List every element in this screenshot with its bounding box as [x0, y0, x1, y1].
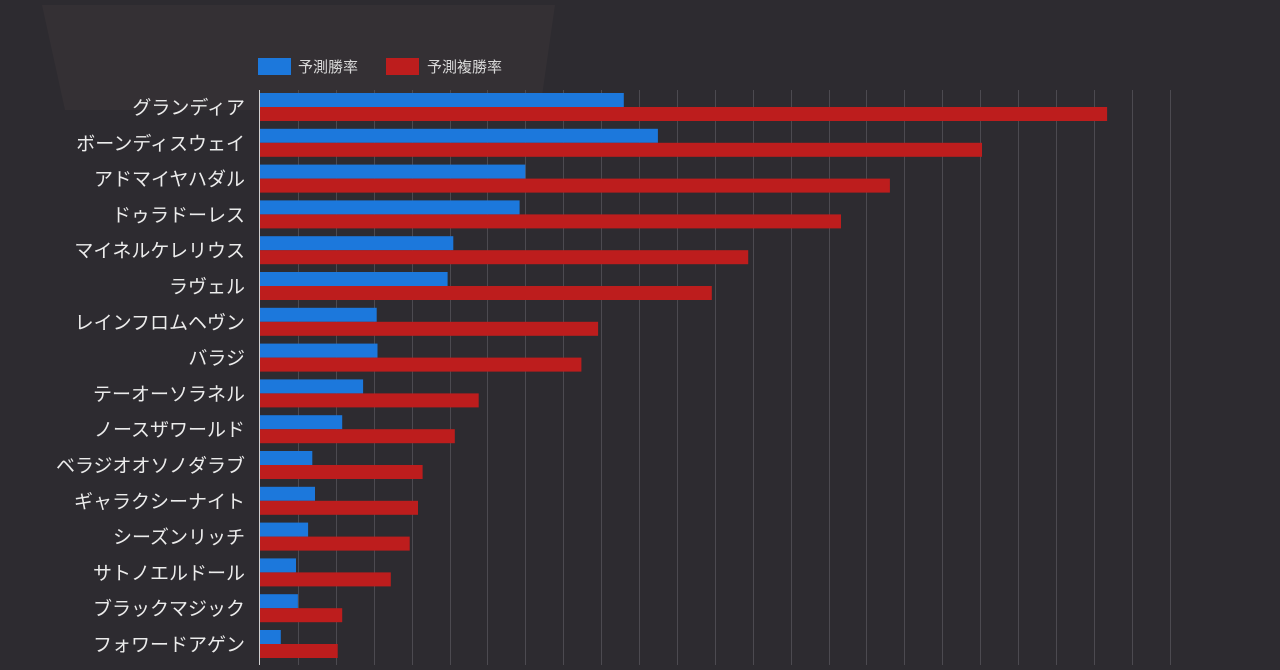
place-rate-bar-3: [260, 214, 841, 229]
category-label: シーズンリッチ: [113, 527, 245, 549]
place-rate-bar-15: [260, 644, 338, 658]
place-rate-bar-4: [260, 250, 749, 265]
category-label: アドマイヤハダル: [94, 169, 245, 191]
legend-swatch-win: [258, 58, 291, 75]
win-rate-bar-4: [260, 236, 454, 251]
win-rate-bar-6: [260, 307, 377, 322]
win-rate-bar-9: [260, 415, 343, 430]
place-rate-bar-6: [260, 321, 599, 336]
category-label: グランディア: [132, 97, 245, 119]
place-rate-bar-0: [260, 107, 1108, 121]
bars: [260, 93, 1108, 658]
category-label: マイネルケレリウス: [74, 240, 245, 262]
category-label: テーオーソラネル: [93, 383, 245, 405]
place-rate-bar-10: [260, 465, 423, 479]
win-rate-bar-1: [260, 128, 658, 143]
win-rate-bar-7: [260, 343, 378, 358]
place-rate-bar-5: [260, 286, 712, 300]
legend-label-win: 予測勝率: [298, 58, 358, 76]
category-label: ブラックマジック: [93, 597, 245, 620]
legend-label-place: 予測複勝率: [427, 58, 502, 76]
win-rate-bar-0: [260, 93, 624, 107]
legend-swatch-place: [386, 58, 419, 75]
category-label: ギャラクシーナイト: [74, 491, 245, 513]
place-rate-bar-14: [260, 608, 343, 623]
place-rate-bar-8: [260, 393, 479, 408]
win-rate-bar-3: [260, 200, 520, 215]
place-rate-bar-1: [260, 142, 982, 157]
category-labels: グランディアボーンディスウェイアドマイヤハダルドゥラドーレスマイネルケレリウスラ…: [56, 97, 245, 656]
category-label: フォワードアゲン: [93, 634, 245, 656]
category-label: ノースザワールド: [94, 419, 245, 441]
category-label: バラジ: [188, 348, 245, 370]
win-rate-bar-8: [260, 379, 364, 394]
win-rate-bar-5: [260, 272, 448, 286]
win-rate-bar-15: [260, 630, 281, 644]
place-rate-bar-12: [260, 536, 410, 551]
category-label: ドゥラドーレス: [112, 204, 245, 226]
place-rate-bar-13: [260, 572, 391, 587]
win-rate-bar-11: [260, 486, 315, 501]
win-rate-bar-12: [260, 522, 309, 537]
win-rate-bar-13: [260, 558, 296, 573]
win-rate-bar-10: [260, 451, 313, 465]
place-rate-bar-7: [260, 357, 582, 372]
win-rate-bar-14: [260, 594, 298, 609]
place-rate-bar-11: [260, 500, 418, 515]
legend: 予測勝率 予測複勝率: [258, 58, 502, 76]
category-label: ボーンディスウェイ: [76, 133, 245, 155]
category-label: サトノエルドール: [93, 562, 245, 584]
category-label: ベラジオオソノダラブ: [56, 454, 245, 477]
place-rate-bar-9: [260, 429, 455, 444]
place-rate-bar-2: [260, 178, 890, 193]
banner-shape: [42, 5, 555, 110]
category-label: レインフロムヘヴン: [75, 312, 245, 334]
category-label: ラヴェル: [169, 276, 245, 298]
win-rate-bar-2: [260, 164, 526, 179]
